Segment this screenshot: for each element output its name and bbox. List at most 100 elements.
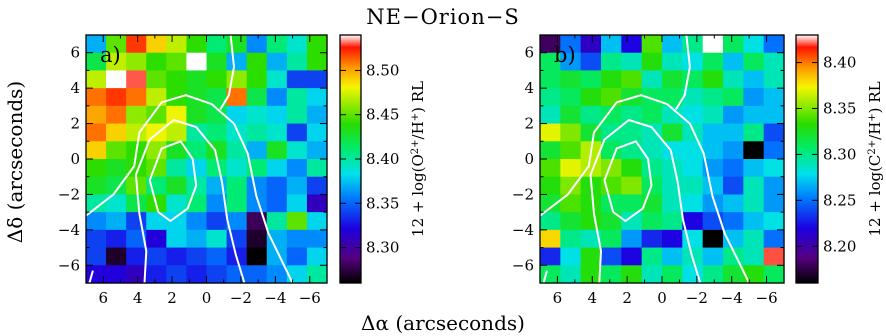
heatmap-cell: [166, 105, 188, 125]
heatmap-cell: [682, 141, 704, 160]
x-tick-label: −2: [686, 289, 708, 307]
heatmap-cell: [601, 265, 622, 284]
heatmap-cell: [743, 212, 765, 231]
heatmap-cell: [146, 212, 167, 231]
panel-a: 6 4 2 0 −2 −4 −66420−2−4−6a)8.308.358.408.458.…: [58, 34, 427, 307]
heatmap-cell: [621, 176, 643, 196]
heatmap-cell: [540, 159, 561, 178]
heatmap-cell: [126, 229, 147, 249]
heatmap-cell: [723, 159, 744, 178]
heatmap-cell: [246, 229, 268, 249]
y-tick-label: −2: [512, 185, 534, 203]
heatmap-cell: [702, 141, 724, 160]
heatmap-cell: [763, 88, 785, 107]
heatmap-cell: [662, 194, 683, 213]
heatmap-cell: [621, 35, 643, 54]
heatmap-cell: [86, 88, 107, 107]
heatmap-cell: [166, 176, 188, 196]
heatmap-cell: [601, 52, 622, 72]
heatmap-cell: [286, 105, 308, 125]
heatmap-cell: [723, 105, 744, 125]
heatmap-cell: [580, 52, 602, 72]
heatmap-cell: [306, 70, 328, 89]
heatmap-cell: [126, 105, 147, 125]
heatmap-cell: [641, 159, 663, 178]
heatmap-cell: [560, 159, 582, 178]
x-tick-label: 2: [622, 289, 632, 307]
heatmap-cell: [106, 265, 127, 284]
heatmap-cell: [682, 123, 704, 142]
heatmap-cell: [560, 229, 582, 249]
heatmap-cell: [641, 70, 663, 89]
colorbar-gradient: [340, 35, 361, 283]
heatmap-cell: [580, 265, 602, 284]
contour-line: [675, 35, 691, 110]
colorbar-tick-label: 8.50: [366, 61, 399, 79]
heatmap-cell: [723, 229, 744, 249]
heatmap-cell: [246, 88, 268, 107]
heatmap-cell: [226, 159, 248, 178]
x-tick-label: 0: [657, 289, 667, 307]
contour-line: [86, 94, 294, 283]
heatmap-cell: [702, 265, 724, 284]
heatmap-cell: [702, 247, 724, 266]
heatmap-cell: [540, 70, 561, 89]
heatmap-cell: [286, 141, 308, 160]
colorbar-tick-label: 8.45: [366, 106, 399, 124]
y-tick-label: −4: [58, 221, 80, 239]
heatmap-cell: [540, 194, 561, 213]
heatmap-cell: [560, 123, 582, 142]
heatmap-cell: [540, 88, 561, 107]
heatmap-cell: [743, 88, 765, 107]
heatmap-cell: [641, 105, 663, 125]
heatmap-cell: [743, 247, 765, 266]
colorbar-tick-label: 8.20: [823, 237, 856, 255]
heatmap-cell: [580, 229, 602, 249]
heatmap-cell: [540, 176, 561, 196]
heatmap-cell: [266, 159, 288, 178]
heatmap-cell: [560, 88, 582, 107]
heatmap-cell: [743, 176, 765, 196]
heatmap-cell: [126, 265, 147, 284]
heatmap-cell: [106, 159, 127, 178]
x-axis-title: Δα (arcseconds): [361, 311, 525, 335]
heatmap-cell: [662, 265, 683, 284]
heatmap-cell: [246, 176, 268, 196]
heatmap-cell: [560, 265, 582, 284]
colorbar-frame: [795, 34, 819, 284]
x-tick-label: 0: [202, 289, 212, 307]
heatmap-cell: [580, 35, 602, 54]
heatmap-cell: [186, 159, 208, 178]
heatmap-cell: [246, 141, 268, 160]
heatmap-cell: [86, 52, 107, 72]
heatmap-cell: [662, 159, 683, 178]
contour-lines: [540, 35, 750, 283]
heatmap-cell: [226, 35, 248, 54]
heatmap-cell: [306, 247, 328, 266]
heatmap-cell: [266, 141, 288, 160]
heatmap-cell: [621, 52, 643, 72]
heatmap-cell: [306, 194, 328, 213]
x-tick-label: 6: [553, 289, 563, 307]
heatmap-cell: [580, 105, 602, 125]
heatmap-cell: [86, 229, 107, 249]
heatmap-cell: [126, 194, 147, 213]
colorbar: 8.20 8.25 8.30 8.35 8.40 12 + log(C2+/H+) RL: [795, 34, 884, 284]
heatmap-cell: [763, 247, 785, 266]
contour-line: [134, 119, 246, 283]
colorbar-tick-label: 8.40: [823, 54, 856, 72]
heatmap-cell: [286, 194, 308, 213]
heatmap-cell: [621, 265, 643, 284]
heatmap-cell: [286, 35, 308, 54]
heatmap-cell: [106, 70, 127, 89]
heatmap-cell: [86, 212, 107, 231]
heatmap-cell: [226, 212, 248, 231]
heatmap-cell: [226, 52, 248, 72]
heatmap-cell: [702, 52, 724, 72]
y-tick-label: −2: [58, 185, 80, 203]
heatmap-cell: [662, 212, 683, 231]
heatmap-cell: [126, 35, 147, 54]
heatmap-cell: [146, 35, 167, 54]
axis-ticks: [539, 34, 785, 284]
heatmap-cell: [743, 35, 765, 54]
